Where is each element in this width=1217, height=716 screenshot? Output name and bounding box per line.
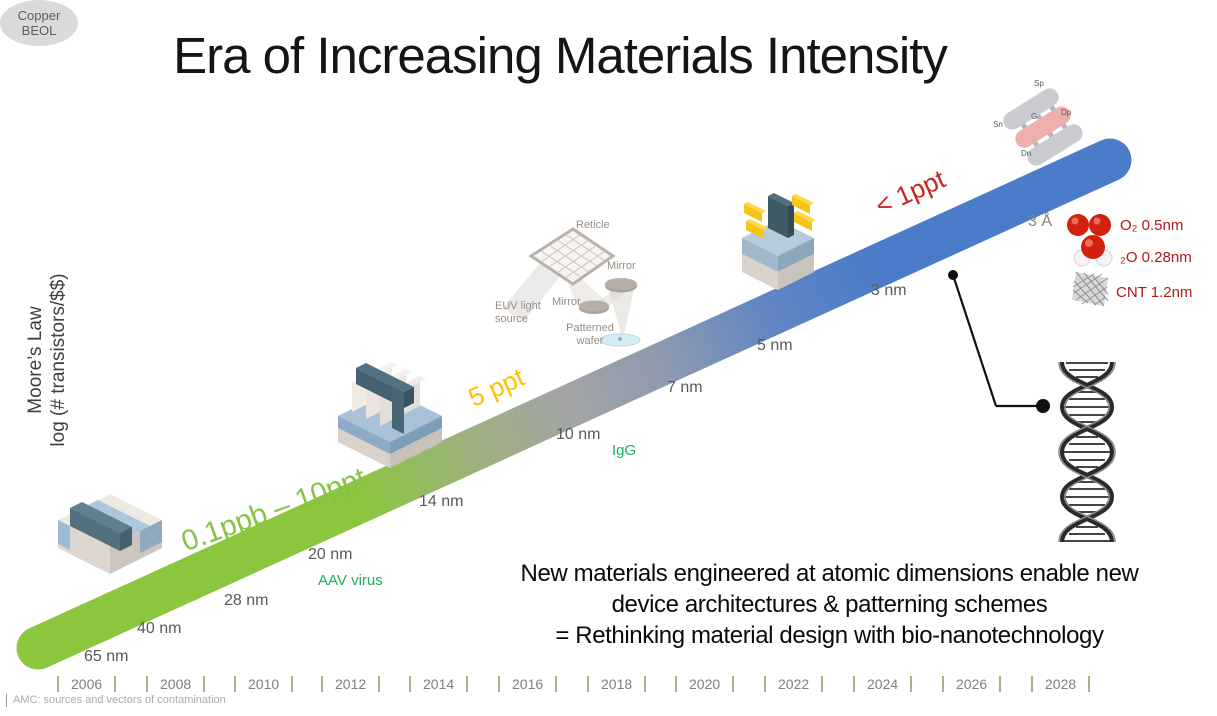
axis-tick <box>409 676 411 692</box>
carbon-nanotube-image <box>1072 271 1109 307</box>
year-group: 2026 <box>942 676 1002 692</box>
node-label-10nm: 10 nm <box>556 426 601 443</box>
cnt-label: CNT 1.2nm <box>1116 284 1193 301</box>
year-label: 2012 <box>335 676 367 692</box>
year-label: 2026 <box>956 676 988 692</box>
euv-mirror-bottom-label: Mirror <box>552 296 581 308</box>
node-label-3angstrom: 3 Å <box>1028 213 1053 230</box>
node-label-3nm: 3 nm <box>871 282 907 299</box>
axis-tick <box>114 676 117 692</box>
axis-tick <box>1088 676 1091 692</box>
device-sp-label: Sp <box>1034 79 1044 88</box>
oxygen-molecule-image <box>1067 214 1111 236</box>
euv-wafer-label: Patterned wafer <box>566 322 614 347</box>
euv-reticle-label: Reticle <box>576 219 610 231</box>
node-label-5nm: 5 nm <box>757 337 793 354</box>
axis-tick <box>234 676 236 692</box>
node-label-14nm: 14 nm <box>419 493 464 510</box>
dna-connector-line <box>948 270 1050 413</box>
badge-line2: BEOL <box>21 23 57 38</box>
node-label-65nm: 65 nm <box>84 648 129 665</box>
axis-tick <box>999 676 1002 692</box>
moores-law-band <box>16 138 1132 670</box>
axis-tick <box>910 676 913 692</box>
year-group: 2014 <box>409 676 469 692</box>
year-group: 2016 <box>498 676 558 692</box>
year-label: 2010 <box>248 676 280 692</box>
statement-block: New materials engineered at atomic dimen… <box>497 558 1162 651</box>
node-label-7nm: 7 nm <box>667 379 703 396</box>
footer-note: AMC: sources and vectors of contaminatio… <box>6 694 226 707</box>
year-label: 2006 <box>71 676 103 692</box>
year-label: 2020 <box>689 676 721 692</box>
year-group: 2018 <box>587 676 647 692</box>
axis-tick <box>378 676 381 692</box>
axis-tick <box>942 676 944 692</box>
device-g-label: G <box>1031 112 1038 121</box>
node-label-28nm: 28 nm <box>224 592 269 609</box>
y-axis-line1: Moore’s Law <box>25 306 46 414</box>
axis-tick <box>57 676 59 692</box>
year-group: 2008 <box>146 676 206 692</box>
axis-tick <box>291 676 294 692</box>
year-group: 2020 <box>675 676 735 692</box>
year-group: 2012 <box>321 676 381 692</box>
copper-beol-badge: Copper BEOL <box>0 0 78 46</box>
statement-line1: New materials engineered at atomic dimen… <box>520 560 1139 587</box>
aav-virus-label: AAV virus <box>318 572 383 589</box>
year-group: 2028 <box>1031 676 1091 692</box>
year-group: 2010 <box>234 676 294 692</box>
axis-tick <box>203 676 206 692</box>
axis-tick <box>146 676 148 692</box>
year-group: 2006 <box>57 676 117 692</box>
year-label: 2022 <box>778 676 810 692</box>
year-label: 2014 <box>423 676 455 692</box>
y-axis-label: Moore’s Law log (# transistors/$$) <box>24 230 70 490</box>
gaa-device-image <box>1003 88 1083 166</box>
axis-tick <box>466 676 469 692</box>
dna-helix-image <box>1058 361 1116 543</box>
euv-mirror-top-label: Mirror <box>607 260 636 272</box>
axis-tick <box>1031 676 1033 692</box>
oxygen-label: O₂ 0.5nm <box>1120 217 1184 234</box>
year-label: 2018 <box>601 676 633 692</box>
axis-tick <box>732 676 735 692</box>
year-label: 2008 <box>160 676 192 692</box>
node-label-40nm: 40 nm <box>137 620 182 637</box>
year-label: 2024 <box>867 676 899 692</box>
planar-transistor-image <box>58 494 162 574</box>
water-molecule-image <box>1073 235 1113 267</box>
nanosheet-transistor-image <box>742 193 816 290</box>
water-label: ₂O 0.28nm <box>1120 249 1192 266</box>
year-group: 2022 <box>764 676 824 692</box>
axis-tick <box>675 676 677 692</box>
axis-tick <box>821 676 824 692</box>
slide-title: Era of Increasing Materials Intensity <box>173 27 948 84</box>
axis-tick <box>644 676 647 692</box>
year-group: 2024 <box>853 676 913 692</box>
statement-line3: = Rethinking material design with bio-na… <box>555 622 1104 649</box>
device-sn-label: Sn <box>993 120 1003 129</box>
axis-tick <box>587 676 589 692</box>
axis-tick <box>853 676 855 692</box>
axis-tick <box>555 676 558 692</box>
igg-label: IgG <box>612 442 637 459</box>
statement-line2: device architectures & patterning scheme… <box>611 591 1048 618</box>
year-label: 2028 <box>1045 676 1077 692</box>
axis-tick <box>498 676 500 692</box>
device-dp-label: Dp <box>1061 108 1072 117</box>
finfet-image <box>338 362 442 468</box>
device-dn-label: Dn <box>1021 149 1032 158</box>
euv-lithography-image <box>503 227 641 347</box>
euv-source-label: EUV light source <box>495 300 541 325</box>
axis-tick <box>764 676 766 692</box>
node-label-20nm: 20 nm <box>308 546 353 563</box>
y-axis-line2: log (# transistors/$$) <box>48 273 69 447</box>
year-label: 2016 <box>512 676 544 692</box>
axis-tick <box>321 676 323 692</box>
badge-line1: Copper <box>17 8 61 23</box>
